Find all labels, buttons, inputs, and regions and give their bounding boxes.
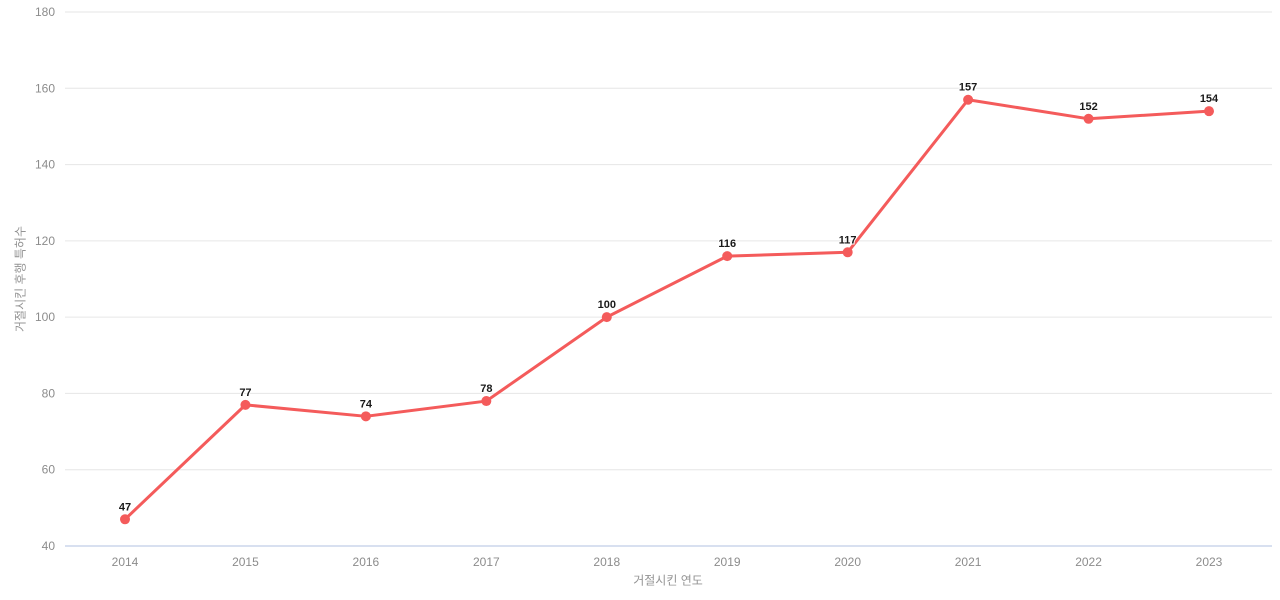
y-tick-label: 120	[35, 234, 55, 248]
data-label: 157	[959, 82, 977, 94]
x-tick-label: 2019	[714, 555, 741, 569]
data-point[interactable]	[842, 247, 853, 258]
data-point[interactable]	[1083, 113, 1094, 124]
data-point[interactable]	[481, 396, 492, 407]
data-label: 116	[718, 238, 736, 250]
x-tick-label: 2017	[473, 555, 500, 569]
data-label: 152	[1079, 101, 1097, 113]
y-tick-label: 100	[35, 310, 55, 324]
x-tick-label: 2021	[955, 555, 982, 569]
data-point[interactable]	[963, 94, 974, 105]
y-tick-label: 40	[42, 539, 56, 553]
data-label: 78	[480, 383, 492, 395]
y-axis-title: 거절시킨 후행 특허수	[13, 225, 28, 333]
x-tick-label: 2014	[112, 555, 139, 569]
x-axis-title: 거절시킨 연도	[633, 573, 703, 588]
y-tick-label: 60	[42, 463, 56, 477]
data-point[interactable]	[240, 399, 251, 410]
x-tick-label: 2018	[593, 555, 620, 569]
series-line	[123, 98, 1211, 521]
data-point[interactable]	[601, 312, 612, 323]
data-point[interactable]	[1204, 106, 1214, 117]
y-tick-label: 140	[35, 158, 55, 172]
data-label: 100	[598, 299, 616, 311]
data-point[interactable]	[360, 411, 371, 422]
y-tick-label: 160	[35, 81, 55, 95]
x-tick-label: 2023	[1196, 555, 1223, 569]
x-tick-label: 2015	[232, 555, 259, 569]
x-tick-label: 2020	[834, 555, 861, 569]
y-tick-label: 80	[42, 386, 56, 400]
x-tick-label: 2022	[1075, 555, 1102, 569]
y-tick-label: 180	[35, 5, 55, 19]
data-label: 47	[119, 501, 131, 513]
data-label: 117	[839, 234, 857, 246]
data-label: 74	[360, 398, 373, 410]
x-tick-label: 2016	[353, 555, 380, 569]
data-label: 77	[239, 387, 251, 399]
data-point[interactable]	[722, 251, 733, 262]
data-point[interactable]	[120, 514, 130, 525]
data-label: 154	[1200, 93, 1219, 105]
